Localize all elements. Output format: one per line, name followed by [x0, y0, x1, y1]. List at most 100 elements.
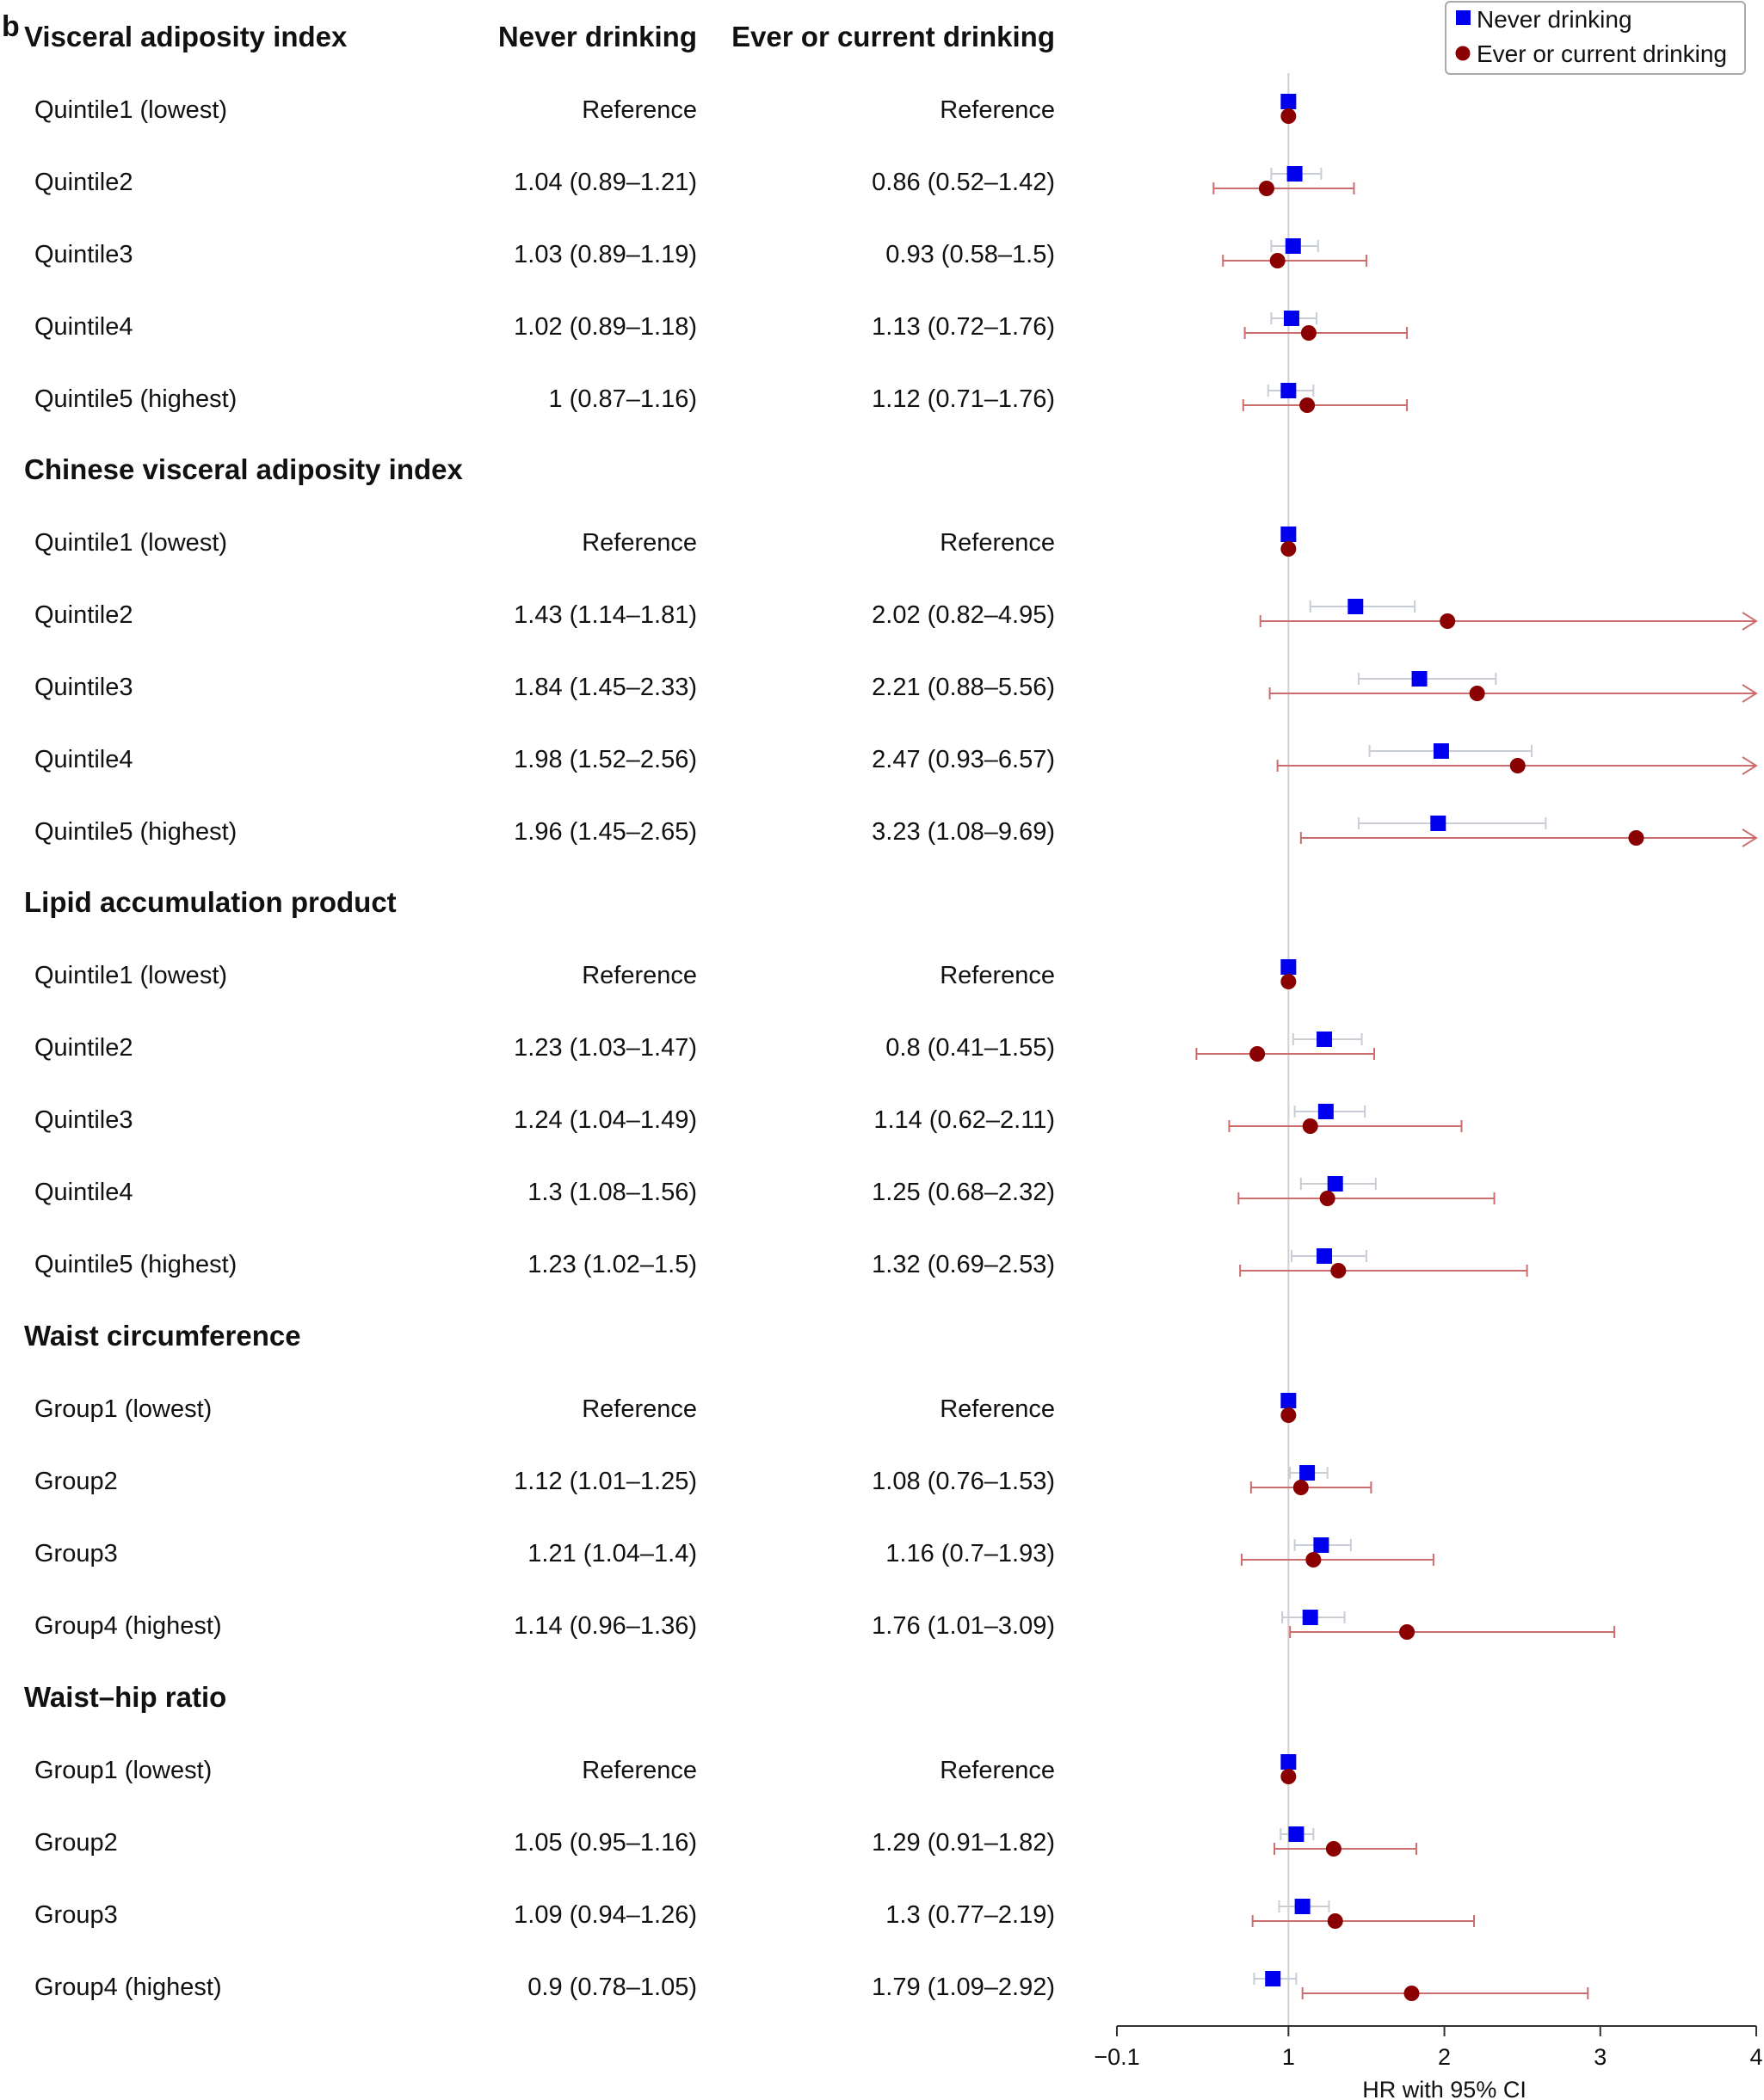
- ever-hr-text: Reference: [940, 962, 1055, 989]
- row-label: Group4 (highest): [34, 1974, 222, 2001]
- row-label: Quintile3: [34, 674, 133, 701]
- ever-hr-point: [1258, 181, 1274, 196]
- never-hr-text: 1.04 (0.89–1.21): [514, 169, 697, 196]
- never-hr-text: Reference: [582, 962, 697, 989]
- row-label: Quintile5 (highest): [34, 1251, 237, 1278]
- never-hr-text: 1.14 (0.96–1.36): [514, 1612, 697, 1640]
- never-hr-point: [1317, 1248, 1333, 1264]
- ever-hr-text: 0.86 (0.52–1.42): [872, 169, 1055, 196]
- never-hr-point: [1411, 671, 1428, 687]
- ever-hr-point: [1302, 1118, 1318, 1134]
- never-hr-text: 1.23 (1.02–1.5): [527, 1251, 697, 1278]
- column-header-never: Never drinking: [498, 21, 697, 52]
- ever-ci-arrow: [1742, 756, 1758, 775]
- never-hr-text: Reference: [582, 1757, 697, 1784]
- column-header-ever: Ever or current drinking: [731, 21, 1055, 52]
- never-hr-text: 1.23 (1.03–1.47): [514, 1034, 697, 1062]
- never-hr-text: 1.98 (1.52–2.56): [514, 746, 697, 773]
- never-hr-text: 1.03 (0.89–1.19): [514, 241, 697, 268]
- ever-hr-text: 1.3 (0.77–2.19): [885, 1901, 1055, 1929]
- row-label: Group1 (lowest): [34, 1757, 212, 1784]
- row-label: Group3: [34, 1901, 118, 1929]
- group-title: Chinese visceral adiposity index: [24, 453, 464, 485]
- never-hr-text: 1.12 (1.01–1.25): [514, 1468, 697, 1495]
- row-label: Quintile1 (lowest): [34, 962, 227, 989]
- never-hr-text: 1.96 (1.45–2.65): [514, 818, 697, 846]
- never-hr-point: [1265, 1971, 1281, 1986]
- never-hr-point: [1280, 383, 1297, 398]
- never-hr-point: [1313, 1537, 1329, 1553]
- ever-hr-point: [1305, 1552, 1322, 1567]
- ever-hr-point: [1280, 541, 1297, 557]
- row-label: Group4 (highest): [34, 1612, 222, 1640]
- ever-ci-arrow: [1742, 612, 1758, 631]
- row-label: Quintile1 (lowest): [34, 529, 227, 557]
- ever-ci-arrow: [1742, 684, 1758, 703]
- plot-area: [1195, 73, 1758, 2026]
- never-hr-point: [1302, 1610, 1318, 1625]
- never-hr-point: [1280, 959, 1297, 975]
- group-title: Waist–hip ratio: [24, 1681, 226, 1713]
- ever-hr-text: 1.76 (1.01–3.09): [872, 1612, 1055, 1640]
- ever-hr-point: [1269, 253, 1286, 268]
- ever-hr-point: [1325, 1841, 1342, 1857]
- ever-hr-point: [1319, 1191, 1335, 1206]
- never-hr-point: [1317, 1104, 1334, 1119]
- row-label: Quintile4: [34, 313, 133, 341]
- never-hr-text: 0.9 (0.78–1.05): [527, 1974, 697, 2001]
- never-hr-text: 1.84 (1.45–2.33): [514, 674, 697, 701]
- never-hr-text: 1.43 (1.14–1.81): [514, 601, 697, 629]
- ever-hr-point: [1299, 397, 1316, 413]
- row-label: Group2: [34, 1829, 118, 1857]
- never-hr-point: [1280, 94, 1297, 109]
- never-hr-text: Reference: [582, 96, 697, 124]
- panel-label: b: [2, 10, 20, 43]
- legend-ever-marker: [1455, 46, 1471, 61]
- ever-hr-point: [1292, 1480, 1309, 1495]
- x-tick-label: 2: [1438, 2044, 1451, 2070]
- never-hr-text: 1 (0.87–1.16): [548, 385, 697, 413]
- x-tick-label: 3: [1594, 2044, 1607, 2070]
- row-label: Quintile2: [34, 1034, 133, 1062]
- ever-hr-point: [1628, 830, 1644, 846]
- row-label: Quintile3: [34, 241, 133, 268]
- group-title: Lipid accumulation product: [24, 886, 397, 918]
- legend-never-label: Never drinking: [1477, 6, 1632, 33]
- x-tick-label: 4: [1749, 2044, 1762, 2070]
- row-label: Group3: [34, 1540, 118, 1567]
- never-hr-text: 1.3 (1.08–1.56): [527, 1179, 697, 1206]
- ever-hr-text: 1.29 (0.91–1.82): [872, 1829, 1055, 1857]
- row-label: Quintile5 (highest): [34, 385, 237, 413]
- x-axis: −0.1 1 2 3 4 HR with 95% CI: [1094, 2025, 1763, 2100]
- never-hr-point: [1280, 527, 1297, 542]
- ever-hr-point: [1469, 686, 1485, 701]
- group-title: Visceral adiposity index: [24, 21, 348, 52]
- never-hr-point: [1283, 311, 1299, 326]
- ever-hr-point: [1327, 1913, 1343, 1929]
- ever-ci-arrow: [1742, 828, 1758, 847]
- never-hr-point: [1286, 166, 1303, 182]
- never-hr-point: [1327, 1176, 1343, 1192]
- ever-hr-text: 1.32 (0.69–2.53): [872, 1251, 1055, 1278]
- row-label: Quintile4: [34, 1179, 133, 1206]
- row-label: Quintile3: [34, 1106, 133, 1134]
- ever-hr-text: 3.23 (1.08–9.69): [872, 818, 1055, 846]
- x-tick-label: 1: [1282, 2044, 1295, 2070]
- ever-hr-point: [1440, 613, 1456, 629]
- never-hr-text: 1.05 (0.95–1.16): [514, 1829, 697, 1857]
- ever-hr-text: Reference: [940, 1395, 1055, 1423]
- never-hr-point: [1317, 1032, 1333, 1047]
- group-title: Waist circumference: [24, 1320, 301, 1352]
- x-tick-label: −0.1: [1094, 2044, 1139, 2070]
- legend: Never drinking Ever or current drinking: [1445, 1, 1746, 75]
- row-label: Quintile2: [34, 601, 133, 629]
- never-hr-point: [1430, 816, 1446, 831]
- ever-hr-text: 1.13 (0.72–1.76): [872, 313, 1055, 341]
- never-hr-point: [1280, 1754, 1297, 1770]
- ever-hr-text: Reference: [940, 529, 1055, 557]
- ever-hr-point: [1280, 974, 1297, 989]
- ever-hr-text: 2.47 (0.93–6.57): [872, 746, 1055, 773]
- legend-ever-label: Ever or current drinking: [1477, 40, 1727, 67]
- ever-hr-point: [1280, 1769, 1297, 1784]
